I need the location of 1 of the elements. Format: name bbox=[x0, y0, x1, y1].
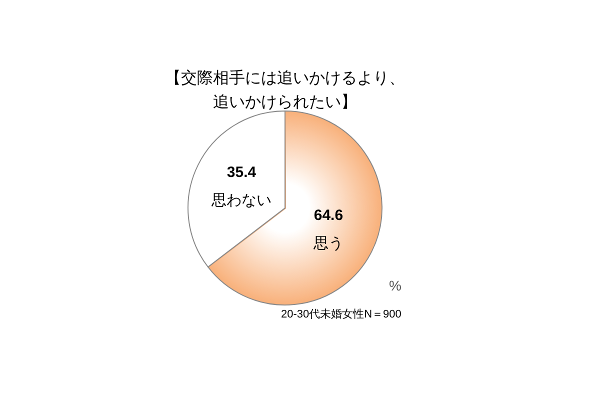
title: 【交際相手には追いかけるより、追いかけられたい】 bbox=[165, 70, 405, 110]
